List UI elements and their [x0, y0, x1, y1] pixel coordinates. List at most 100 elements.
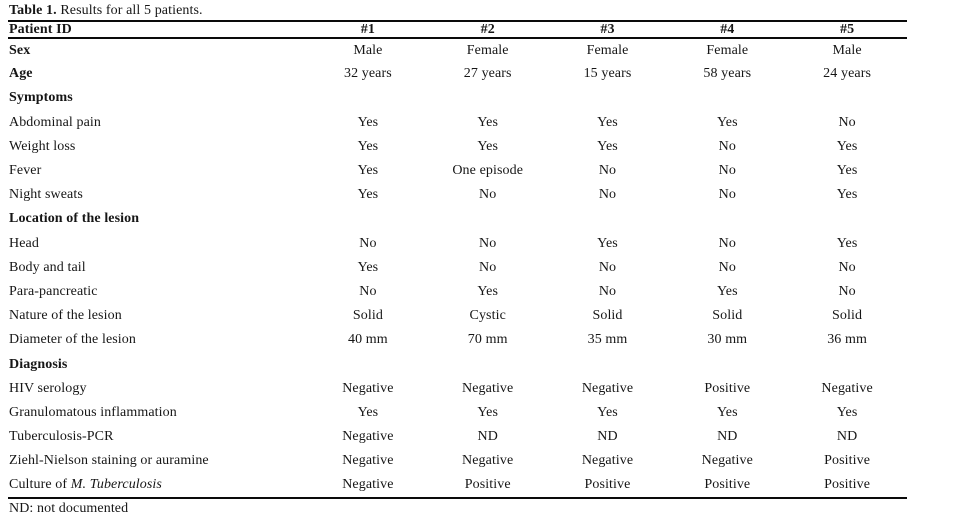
- table-row: Fever Yes One episode No No Yes: [8, 159, 907, 183]
- row-label-text-part: Culture of: [9, 476, 71, 492]
- cell-value: Negative: [342, 380, 394, 396]
- cell-value: [428, 352, 548, 376]
- cell-value: No: [718, 163, 736, 179]
- table-row: Weight loss Yes Yes Yes No Yes: [8, 135, 907, 159]
- cell-value: ND: [597, 429, 618, 445]
- cell-value: [787, 86, 907, 110]
- cell-value: [787, 352, 907, 376]
- cell-value: No: [718, 259, 736, 275]
- row-label: Head: [9, 235, 39, 251]
- cell-value: ND: [836, 429, 858, 445]
- cell-value: Positive: [584, 476, 631, 492]
- cell-value: Yes: [597, 114, 618, 130]
- row-label: Sex: [9, 42, 31, 58]
- table-footnote: ND: not documented: [9, 500, 129, 516]
- row-label: Diameter of the lesion: [9, 332, 136, 348]
- cell-value: Yes: [477, 114, 499, 130]
- cell-value: No: [598, 187, 617, 203]
- cell-value: Yes: [597, 138, 618, 154]
- cell-value: Negative: [581, 453, 634, 469]
- cell-value: 36 mm: [827, 332, 867, 348]
- cell-value: [548, 207, 668, 231]
- cell-value: Yes: [477, 404, 499, 420]
- cell-value: No: [838, 259, 856, 275]
- row-label: Fever: [9, 163, 42, 179]
- section-row: Diagnosis: [8, 352, 907, 376]
- results-table: Patient ID #1 #2 #3 #4 #5 Sex Male Female F…: [8, 20, 907, 499]
- cell-value: Yes: [716, 114, 738, 130]
- cell-value: 35 mm: [587, 332, 628, 348]
- table-row: Night sweats Yes No No No Yes: [8, 183, 907, 207]
- cell-value: [667, 86, 787, 110]
- cell-value: [667, 207, 787, 231]
- row-label: Nature of the lesion: [9, 308, 122, 324]
- cell-value: [308, 86, 428, 110]
- cell-value: [428, 207, 548, 231]
- cell-value: Negative: [821, 380, 873, 396]
- table-row: Nature of the lesion Solid Cystic Solid Soli…: [8, 304, 907, 328]
- section-row: Symptoms: [8, 86, 907, 110]
- cell-value: [548, 86, 668, 110]
- cell-value: Yes: [716, 283, 738, 299]
- row-label: Body and tail: [9, 259, 86, 275]
- cell-value: No: [598, 163, 617, 179]
- cell-value: Positive: [824, 453, 871, 469]
- column-header-patient-3: #3: [547, 21, 668, 39]
- cell-value: Negative: [581, 380, 634, 396]
- column-header-patient-2: #2: [427, 21, 548, 39]
- cell-value: No: [718, 187, 736, 203]
- cell-value: Negative: [342, 429, 394, 445]
- cell-value: 27 years: [463, 66, 512, 82]
- cell-value: No: [479, 235, 497, 251]
- table-row: Abdominal pain Yes Yes Yes Yes No: [8, 111, 907, 135]
- table-row: Head No No Yes No Yes: [8, 232, 907, 256]
- cell-value: Yes: [477, 283, 499, 299]
- cell-value: Solid: [712, 308, 743, 324]
- row-label: Symptoms: [9, 90, 73, 106]
- table-row: Diameter of the lesion 40 mm 70 mm 35 mm 30 …: [8, 328, 907, 352]
- cell-value: No: [838, 114, 856, 130]
- table-body: Sex Male Female Female Female Male Age 32 years…: [8, 38, 907, 498]
- cell-value: Yes: [836, 163, 858, 179]
- table-row: Tuberculosis-PCR Negative ND ND ND ND: [8, 425, 907, 449]
- column-header-patient-1: #1: [308, 21, 428, 39]
- cell-value: Negative: [462, 380, 514, 396]
- cell-value: Yes: [836, 404, 858, 420]
- cell-value: [548, 352, 668, 376]
- cell-value: Positive: [704, 476, 751, 492]
- cell-value: Yes: [597, 235, 618, 251]
- table-header-row: Patient ID #1 #2 #3 #4 #5: [8, 21, 907, 39]
- cell-value: 32 years: [343, 66, 392, 82]
- cell-value: Yes: [836, 138, 858, 154]
- table-row: Sex Male Female Female Female Male: [8, 38, 907, 62]
- row-label: Weight loss: [9, 138, 76, 154]
- cell-value: No: [838, 283, 856, 299]
- cell-value: One episode: [452, 163, 524, 179]
- cell-value: No: [718, 138, 736, 154]
- cell-value: Male: [832, 42, 862, 58]
- cell-value: Positive: [824, 476, 871, 492]
- cell-value: [308, 207, 428, 231]
- cell-value: Yes: [836, 187, 858, 203]
- row-label: Diagnosis: [9, 356, 68, 372]
- cell-value: Female: [586, 42, 629, 58]
- cell-value: Yes: [597, 404, 618, 420]
- cell-value: Yes: [357, 114, 379, 130]
- cell-value: Positive: [704, 380, 751, 396]
- cell-value: ND: [717, 429, 738, 445]
- row-label: Ziehl-Nielson staining or auramine: [9, 453, 209, 469]
- document-page: Table 1. Results for all 5 patients. Pat…: [8, 1, 907, 518]
- cell-value: Negative: [701, 453, 753, 469]
- table-row: Ziehl-Nielson staining or auramine Negati…: [8, 449, 907, 473]
- cell-value: [787, 207, 907, 231]
- cell-value: Solid: [592, 308, 623, 324]
- table-row: Body and tail Yes No No No No: [8, 256, 907, 280]
- table-row: Age 32 years 27 years 15 years 58 years 24 ye…: [8, 62, 907, 86]
- table-caption: Table 1. Results for all 5 patients.: [8, 1, 907, 20]
- row-label: Granulomatous inflammation: [9, 404, 177, 420]
- row-label: Night sweats: [9, 187, 83, 203]
- cell-value: No: [359, 235, 377, 251]
- cell-value: Female: [466, 42, 509, 58]
- cell-value: [667, 352, 787, 376]
- row-label: Para-pancreatic: [9, 283, 98, 299]
